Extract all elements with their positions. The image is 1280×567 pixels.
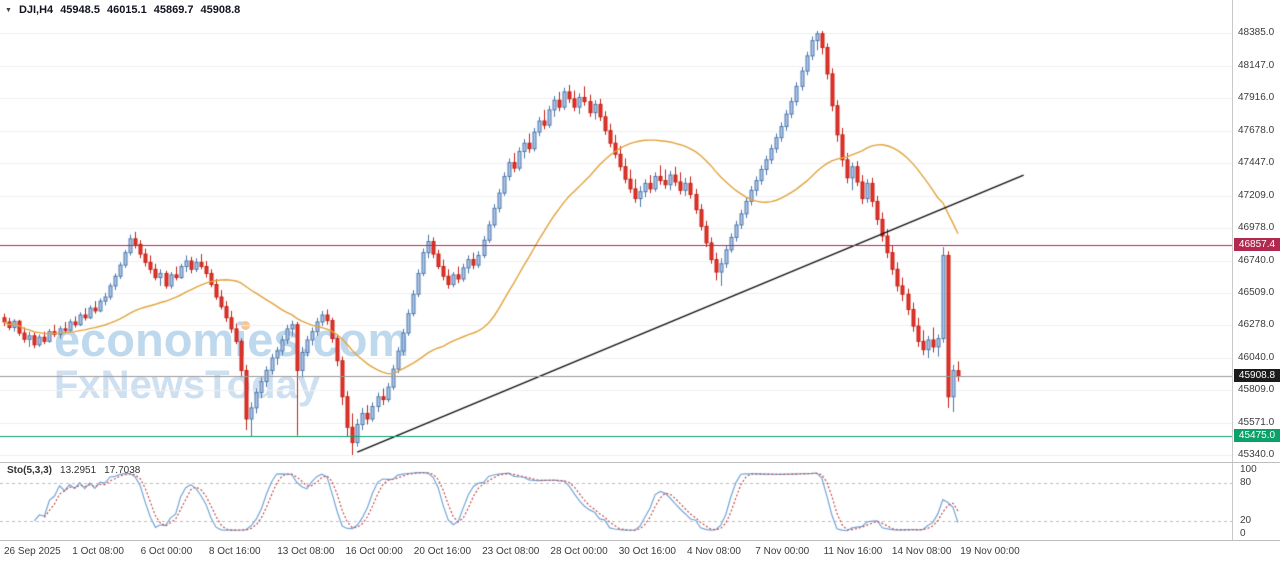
time-axis-label: 11 Nov 16:00 xyxy=(823,546,883,557)
symbol-dropdown-icon[interactable]: ▼ xyxy=(5,6,12,14)
price-axis-label: 47209.0 xyxy=(1238,189,1275,201)
time-axis-label: 20 Oct 16:00 xyxy=(413,546,472,557)
price-tag-support: 45475.0 xyxy=(1234,429,1280,443)
time-axis-label: 30 Oct 16:00 xyxy=(618,546,676,557)
time-axis-label: 6 Oct 00:00 xyxy=(140,546,193,557)
time-axis-label: 26 Sep 2025 xyxy=(4,546,61,557)
price-axis-label: 46978.0 xyxy=(1238,221,1275,233)
ohlc-low-value: 45869.7 xyxy=(153,4,194,16)
price-axis-label: 47447.0 xyxy=(1238,156,1275,168)
ohlc-open-value: 45948.5 xyxy=(60,4,100,16)
ohlc-close-value: 45908.8 xyxy=(200,4,241,16)
ohlc-high-value: 46015.1 xyxy=(106,4,147,16)
indicator-axis-label: 80 xyxy=(1240,476,1252,488)
time-axis-label: 4 Nov 08:00 xyxy=(687,546,741,557)
price-axis-label: 46740.0 xyxy=(1238,254,1275,266)
price-tag-resistance: 46857.4 xyxy=(1234,237,1280,251)
time-axis-label: 7 Nov 00:00 xyxy=(755,546,810,557)
indicator-d-value: 17.7038 xyxy=(104,465,141,476)
chart-canvas[interactable] xyxy=(0,0,1232,540)
time-axis-label: 19 Nov 00:00 xyxy=(960,546,1020,557)
chart-header: ▼ DJI,H4 45948.5 46015.1 45869.7 45908.8 xyxy=(5,4,240,16)
price-axis-label: 48147.0 xyxy=(1238,59,1275,71)
price-axis-label: 47916.0 xyxy=(1238,91,1275,103)
price-axis-label: 46040.0 xyxy=(1238,351,1275,363)
price-axis-label: 45340.0 xyxy=(1238,449,1275,460)
time-axis-label: 13 Oct 08:00 xyxy=(277,546,335,557)
time-axis-label: 28 Oct 00:00 xyxy=(550,546,608,557)
time-axis-separator xyxy=(0,540,1280,541)
indicator-panel-top-separator[interactable] xyxy=(0,462,1280,463)
price-tag-current: 45908.8 xyxy=(1234,369,1280,383)
time-axis-label: 23 Oct 08:00 xyxy=(482,546,540,557)
time-axis-label: 8 Oct 16:00 xyxy=(208,546,261,557)
price-axis-label: 46278.0 xyxy=(1238,319,1275,330)
price-axis-label: 47678.0 xyxy=(1238,124,1275,136)
time-axis-label: 16 Oct 00:00 xyxy=(345,546,403,557)
indicator-name: Sto(5,3,3) xyxy=(7,465,53,476)
indicator-axis-label: 0 xyxy=(1240,528,1246,539)
indicator-label: Sto(5,3,3) 13.2951 17.7038 xyxy=(7,465,140,476)
price-axis-label: 46509.0 xyxy=(1238,286,1275,298)
time-axis-label: 14 Nov 08:00 xyxy=(891,546,952,557)
price-axis-label: 45571.0 xyxy=(1238,416,1275,428)
indicator-axis-label: 100 xyxy=(1240,464,1257,475)
indicator-k-value: 13.2951 xyxy=(60,465,97,476)
symbol-timeframe-label: DJI,H4 xyxy=(18,4,54,16)
axis-vertical-separator xyxy=(1232,0,1233,540)
indicator-axis-label: 20 xyxy=(1240,515,1252,527)
price-axis-label: 45809.0 xyxy=(1238,384,1275,395)
price-axis-label: 48385.0 xyxy=(1238,27,1275,38)
time-axis-label: 1 Oct 08:00 xyxy=(72,546,124,557)
